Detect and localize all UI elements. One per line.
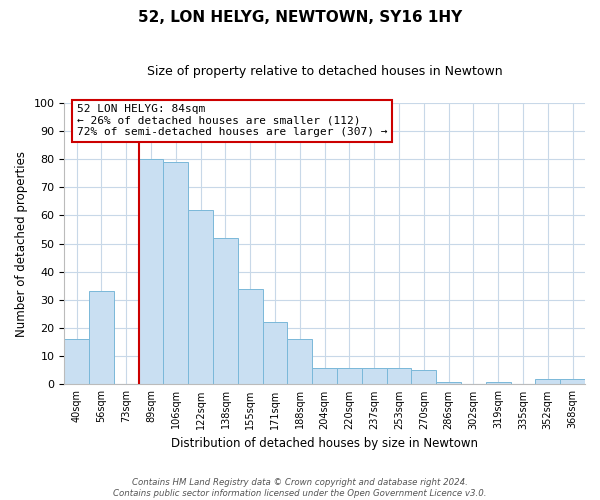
Bar <box>337 368 362 384</box>
X-axis label: Distribution of detached houses by size in Newtown: Distribution of detached houses by size … <box>171 437 478 450</box>
Bar <box>213 238 238 384</box>
Y-axis label: Number of detached properties: Number of detached properties <box>15 150 28 336</box>
Bar <box>139 159 163 384</box>
Bar <box>238 288 263 384</box>
Bar <box>560 379 585 384</box>
Bar <box>386 368 412 384</box>
Bar <box>535 379 560 384</box>
Text: 52, LON HELYG, NEWTOWN, SY16 1HY: 52, LON HELYG, NEWTOWN, SY16 1HY <box>138 10 462 25</box>
Bar <box>412 370 436 384</box>
Text: 52 LON HELYG: 84sqm
← 26% of detached houses are smaller (112)
72% of semi-detac: 52 LON HELYG: 84sqm ← 26% of detached ho… <box>77 104 387 138</box>
Bar <box>64 340 89 384</box>
Bar <box>312 368 337 384</box>
Bar <box>188 210 213 384</box>
Bar <box>486 382 511 384</box>
Bar <box>163 162 188 384</box>
Bar <box>263 322 287 384</box>
Title: Size of property relative to detached houses in Newtown: Size of property relative to detached ho… <box>147 65 502 78</box>
Bar <box>89 292 114 384</box>
Bar <box>287 340 312 384</box>
Bar <box>362 368 386 384</box>
Bar <box>436 382 461 384</box>
Text: Contains HM Land Registry data © Crown copyright and database right 2024.
Contai: Contains HM Land Registry data © Crown c… <box>113 478 487 498</box>
